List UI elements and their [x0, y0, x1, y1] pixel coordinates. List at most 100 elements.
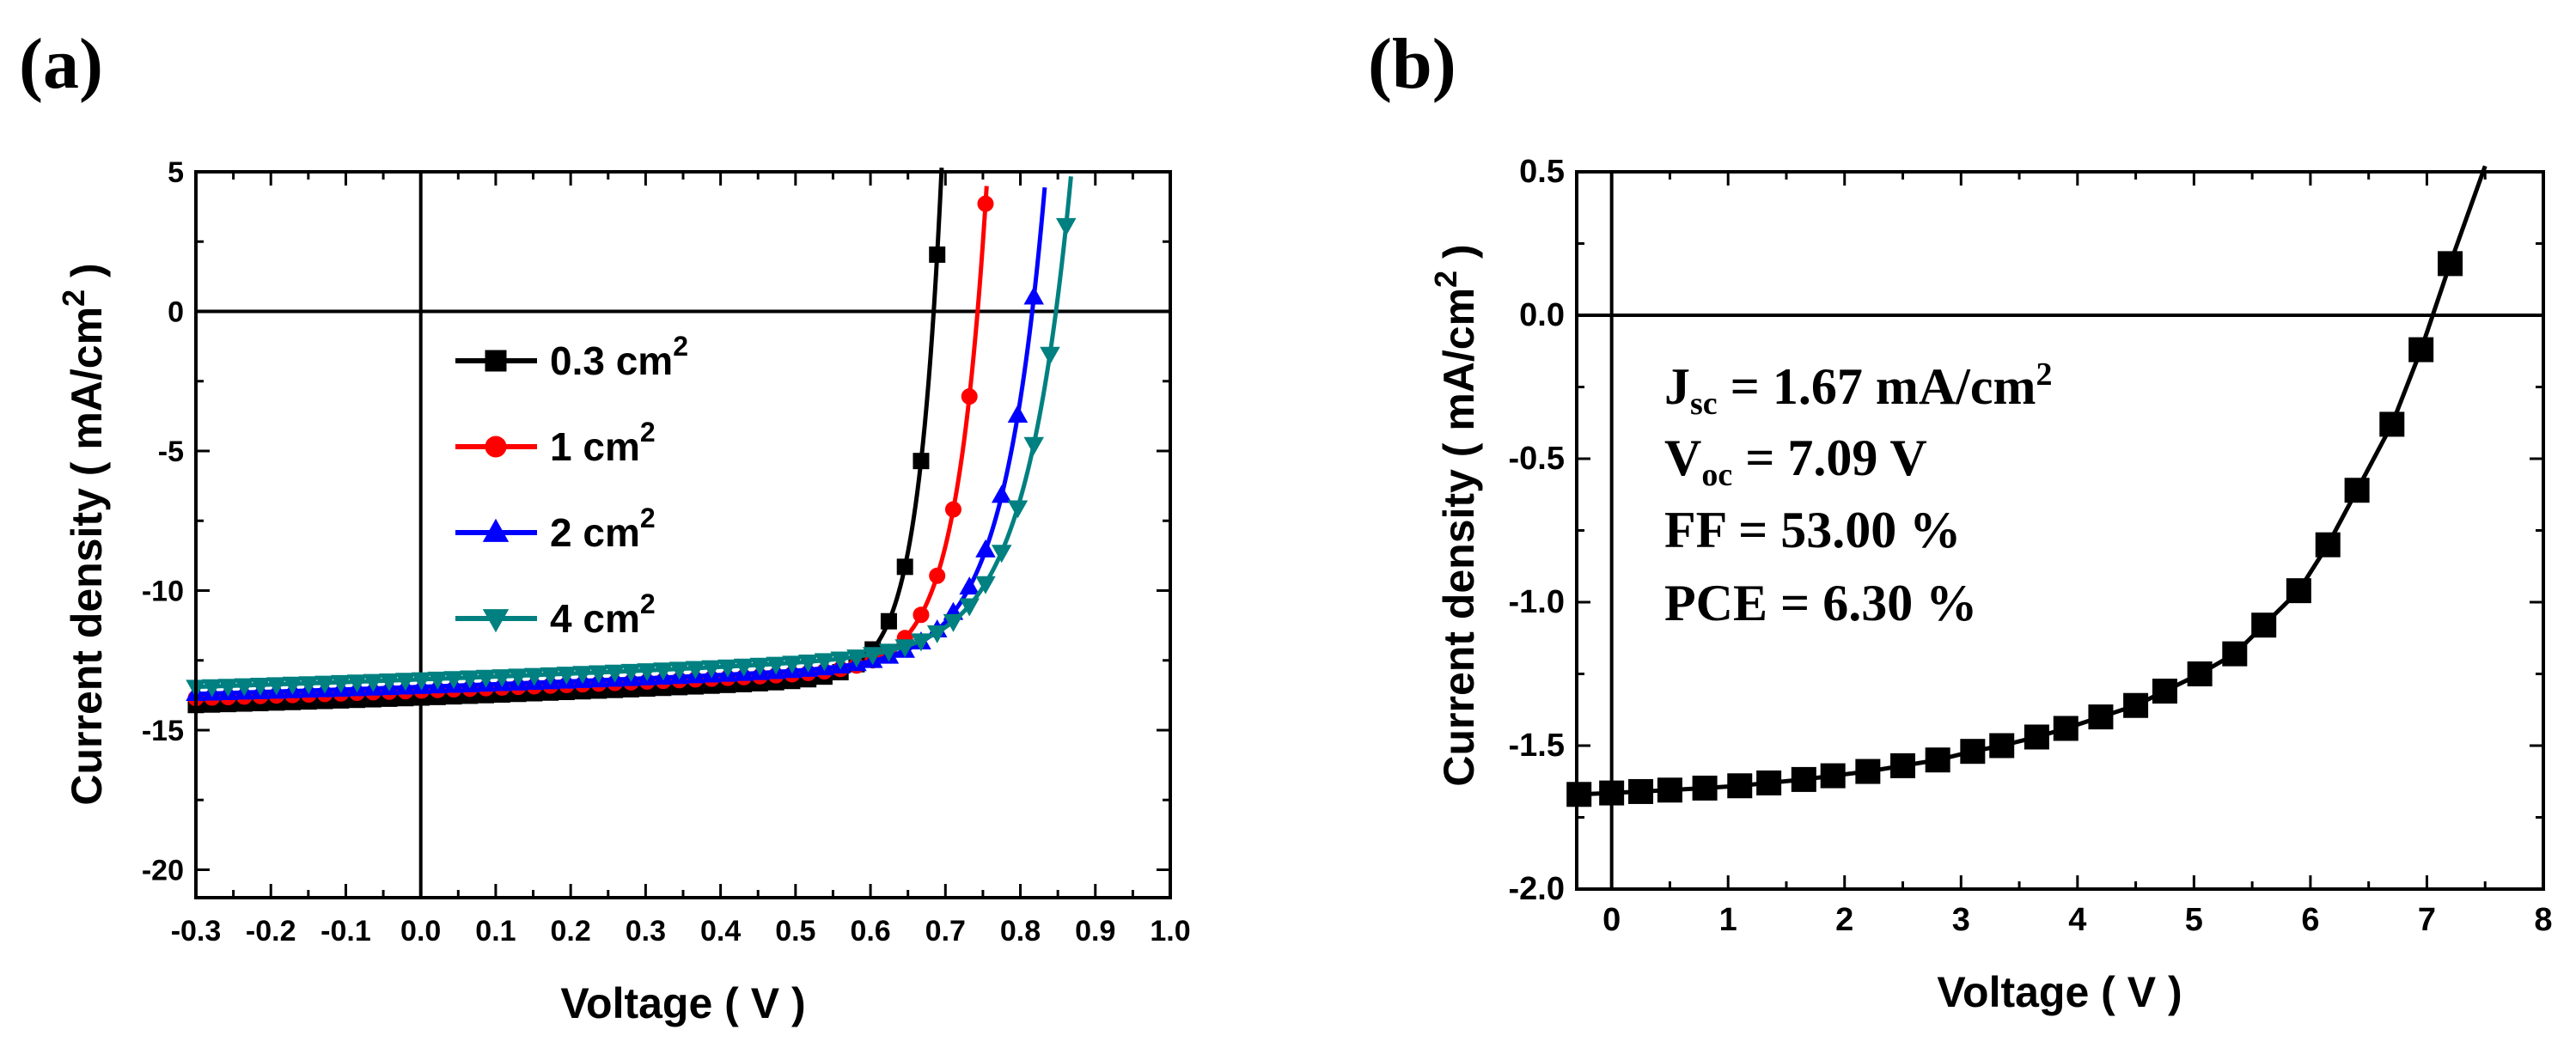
annotation-voc-label: V — [1664, 430, 1701, 486]
data-point — [1007, 500, 1029, 519]
x-tick-label: 0.6 — [850, 915, 890, 947]
data-point — [2251, 612, 2277, 638]
legend-label-sup: 2 — [673, 331, 688, 362]
x-tick-label: 2 — [1835, 902, 1853, 938]
data-point — [1566, 782, 1592, 807]
annotation-voc-sub: oc — [1701, 457, 1732, 493]
data-point — [1055, 217, 1077, 236]
plot-frame-b — [1575, 170, 2545, 891]
data-point — [1023, 436, 1045, 455]
data-point — [1791, 766, 1816, 792]
data-point — [217, 679, 239, 698]
data-point — [653, 662, 674, 681]
data-point — [797, 654, 819, 673]
series-b — [1566, 165, 2487, 807]
x-tick-label: -0.3 — [171, 915, 222, 947]
legend-label-text: 2 cm — [550, 510, 640, 555]
y-tick-label: -15 — [142, 715, 184, 747]
legend-marker — [485, 436, 507, 458]
data-point — [2187, 661, 2213, 686]
x-tick-label: 0.5 — [775, 915, 815, 947]
y-axis-title-b-sup: 2 — [1428, 271, 1463, 288]
x-tick-label: 8 — [2534, 902, 2552, 938]
data-point — [460, 670, 480, 689]
data-point — [2438, 251, 2463, 277]
legend-label-text: 1 cm — [550, 424, 640, 469]
legend-marker — [482, 518, 510, 542]
legend-marker — [485, 350, 507, 372]
x-tick-label: 6 — [2301, 902, 2319, 938]
data-point — [589, 665, 609, 684]
x-tick-label: 0.0 — [400, 915, 441, 947]
data-point — [2024, 724, 2049, 750]
legend-label-sup: 2 — [640, 417, 656, 448]
data-point — [913, 606, 930, 624]
x-tick-label: 4 — [2068, 902, 2086, 938]
data-point — [977, 195, 994, 212]
data-point — [475, 669, 497, 688]
data-point — [991, 545, 1012, 564]
data-point — [880, 612, 897, 630]
data-point — [911, 633, 931, 652]
y-axis-title-a: Current density ( mA/cm2 ) — [56, 263, 111, 805]
data-point — [913, 453, 930, 470]
y-axis-title-a-end: ) — [63, 263, 111, 289]
chart-a: -0.3 -0.2 -0.1 0.0 0.1 0.2 0.3 0.4 0.5 0.6 0.7 0.8 0… — [56, 156, 1191, 1027]
y-tick-label: -2.0 — [1509, 871, 1565, 907]
data-point — [2053, 716, 2079, 741]
x-tick-label: -0.2 — [246, 915, 296, 947]
y-axis-title-b-end: ) — [1435, 244, 1483, 271]
data-point — [975, 576, 996, 594]
y-tick-label: -20 — [142, 855, 184, 887]
y-axis-title-b-main: Current density ( mA/cm — [1435, 288, 1483, 787]
data-point — [201, 679, 223, 698]
data-point — [2152, 679, 2177, 704]
x-tick-label: 0.8 — [1000, 915, 1041, 947]
annotation-voc-value: = 7.09 V — [1732, 430, 1926, 486]
annotation-ff: FF = 53.00 % — [1664, 502, 1961, 558]
data-point — [540, 667, 561, 685]
data-point — [668, 661, 690, 680]
plot-frame-a — [194, 170, 1172, 899]
y-tick-label: -5 — [158, 436, 184, 468]
data-point — [2123, 692, 2149, 718]
y-tick-label: -10 — [142, 576, 184, 608]
legend-label-text: 0.3 cm — [550, 338, 673, 383]
data-point — [282, 676, 303, 695]
data-point — [2379, 411, 2405, 437]
data-point — [846, 649, 867, 668]
legend-marker — [482, 609, 510, 633]
annotation-jsc-value: = 1.67 mA/cm — [1718, 358, 2036, 415]
data-point — [1820, 763, 1846, 789]
x-tick-label: 0.1 — [475, 915, 516, 947]
annotation-pce: PCE = 6.30 % — [1664, 575, 1977, 631]
data-point — [346, 674, 368, 693]
chart-b: 0 1 2 3 4 5 6 7 8 -2.0 -1.5 -1.0 -0.5 0.0 0.5 Voltage … — [1428, 154, 2553, 1016]
data-point — [363, 673, 384, 692]
data-point — [1855, 759, 1881, 784]
y-tick-label: -1.5 — [1509, 728, 1565, 764]
data-point — [2315, 532, 2341, 558]
data-point — [733, 658, 754, 677]
annotation-b: Jsc = 1.67 mA/cm2 Voc = 7.09 V FF = 53.0… — [1664, 356, 2052, 631]
x-tick-label: 3 — [1952, 902, 1970, 938]
y-tick-label: 0 — [168, 296, 184, 329]
data-point — [1007, 405, 1029, 423]
data-point — [896, 558, 913, 576]
data-point — [766, 656, 786, 675]
legend-label: 1 cm2 — [550, 417, 656, 469]
data-point — [782, 655, 803, 674]
x-tick-label: 0.2 — [551, 915, 591, 947]
y-tick-label: -0.5 — [1509, 441, 1565, 477]
x-axis-title-b: Voltage ( V ) — [1937, 968, 2182, 1016]
data-point — [620, 663, 642, 682]
annotation-jsc-sub: sc — [1690, 386, 1718, 422]
annotation-jsc-sup: 2 — [2036, 356, 2052, 393]
data-point — [943, 613, 964, 632]
data-point — [314, 675, 335, 694]
data-point — [749, 657, 771, 676]
data-point — [2222, 641, 2248, 667]
annotation-jsc-label: J — [1664, 358, 1690, 415]
